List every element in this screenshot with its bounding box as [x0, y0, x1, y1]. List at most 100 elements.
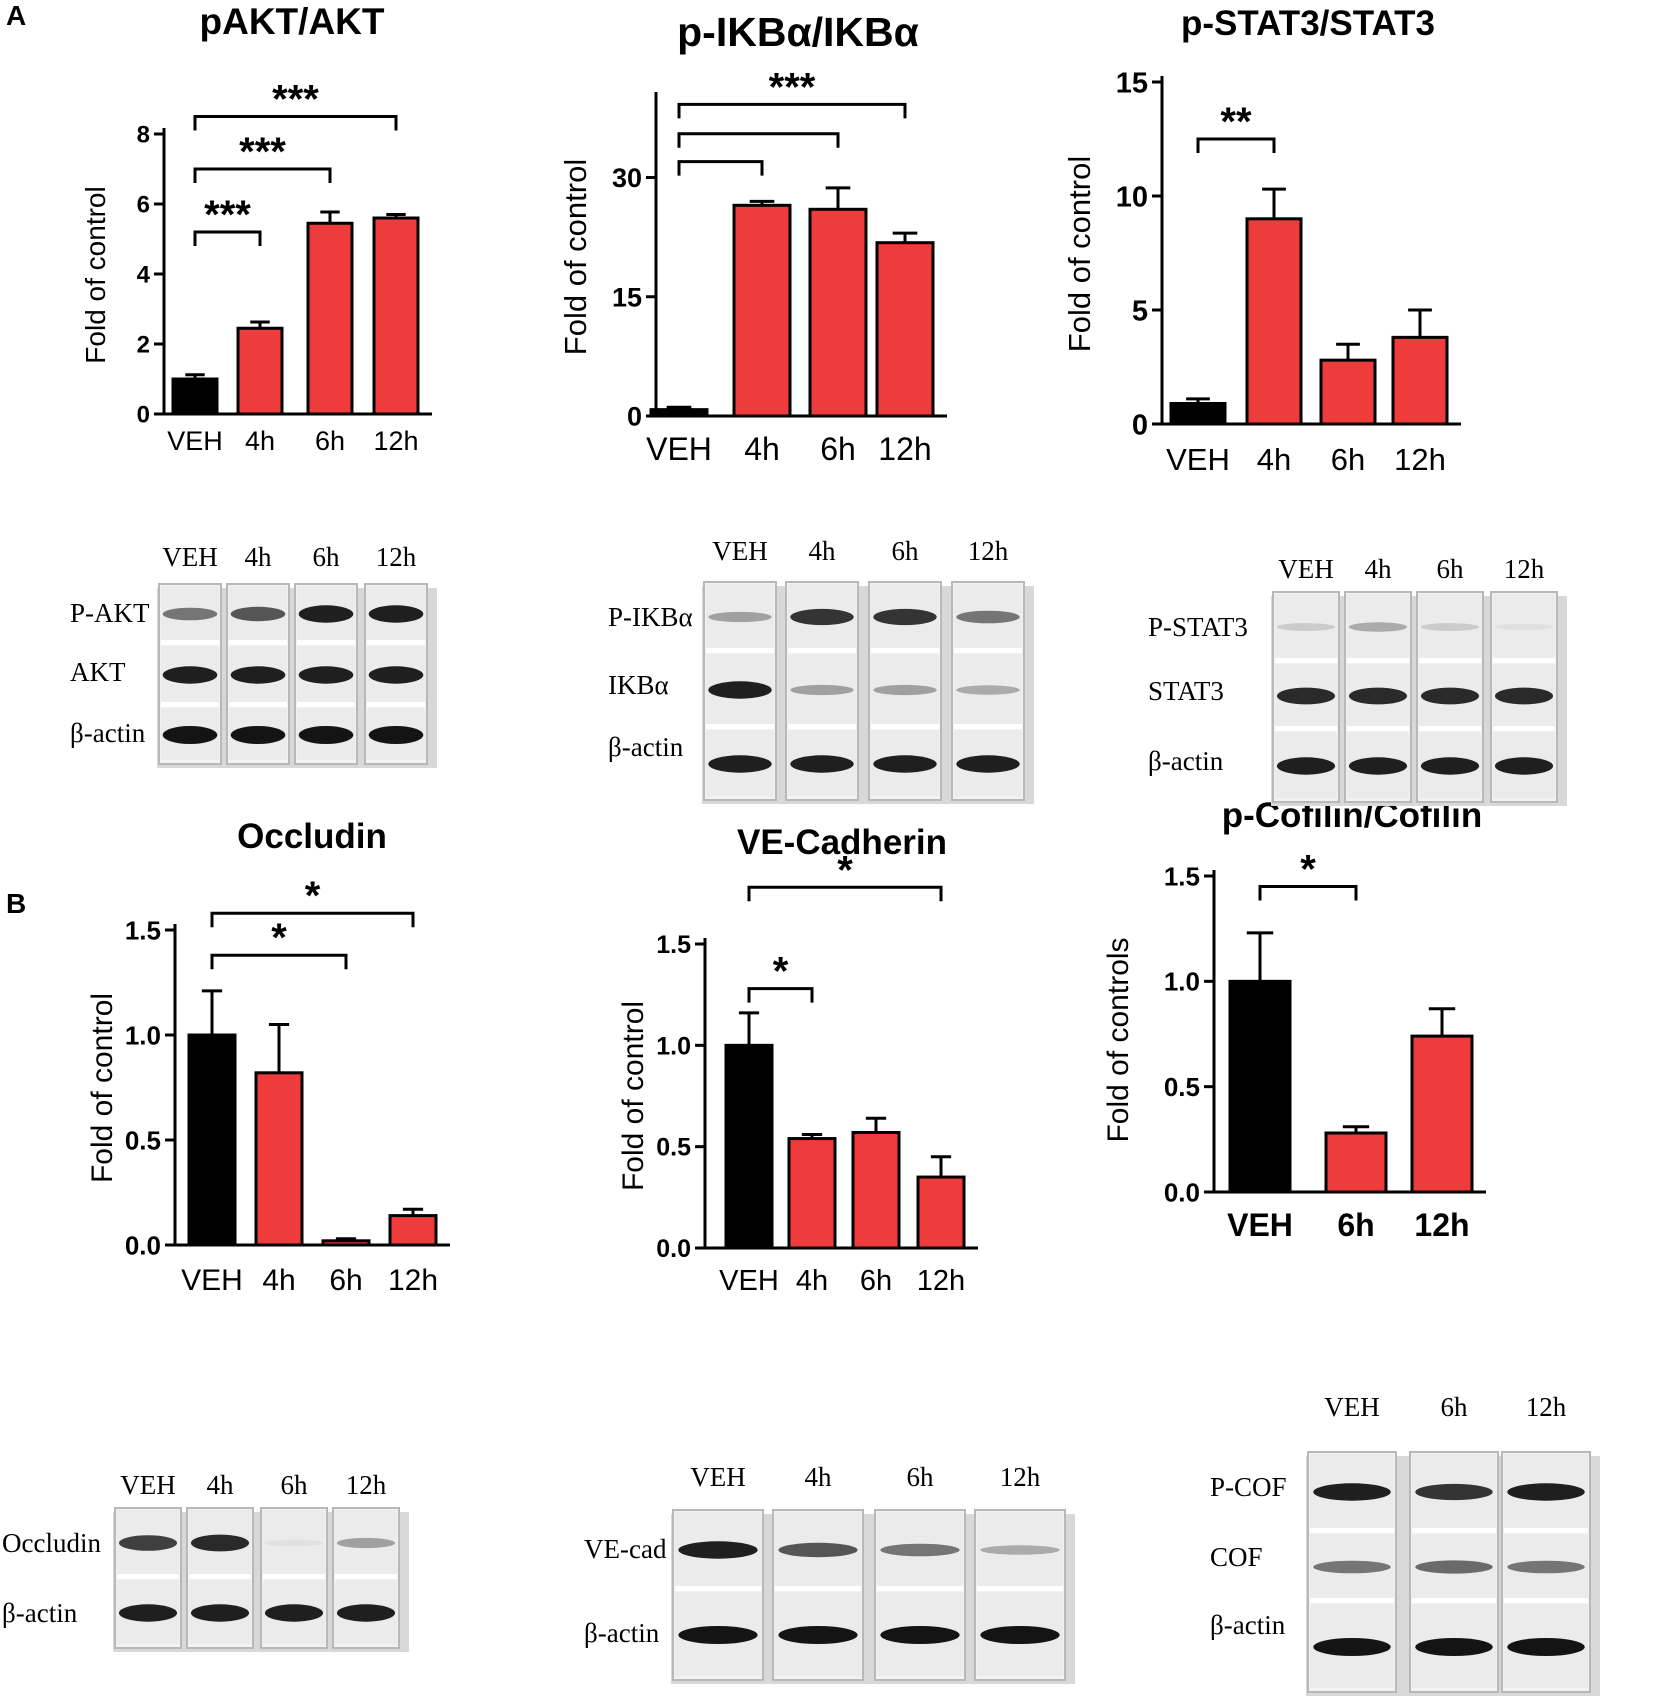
category-label: 12h — [373, 426, 418, 456]
y-tick-label: 15 — [1116, 67, 1148, 99]
blot-band — [264, 1539, 324, 1547]
blot-gap — [161, 702, 219, 707]
blot-lane-label: VEH — [712, 536, 768, 566]
blot-band — [118, 1604, 178, 1622]
significance-stars: * — [773, 950, 789, 994]
blot-band — [880, 1543, 960, 1557]
blot-band — [1507, 1638, 1585, 1656]
significance-bracket — [677, 102, 907, 119]
bar-veh — [724, 1043, 774, 1250]
blot-band — [1348, 687, 1408, 705]
bar-veh — [187, 1033, 237, 1247]
blot-row-label: STAT3 — [1148, 676, 1224, 706]
bar-12h — [916, 1175, 966, 1250]
blot-band — [956, 685, 1020, 695]
chart-title: Occludin — [237, 817, 387, 856]
blot-lane-label: 6h — [1441, 1392, 1469, 1422]
blot-gap — [877, 1586, 963, 1591]
y-tick-label: 0.0 — [125, 1230, 161, 1260]
chart-title: pAKT/AKT — [200, 1, 385, 42]
blot-gap — [1412, 1528, 1496, 1533]
blot-gap — [1493, 658, 1555, 663]
blot-lane-label: 6h — [1437, 554, 1465, 584]
y-tick-label: 0.5 — [125, 1125, 161, 1155]
y-tick-label: 4 — [137, 262, 151, 289]
blot-band — [708, 611, 772, 623]
blot-row-label: P-IKBα — [608, 602, 693, 632]
y-axis-label: Fold of control — [1062, 156, 1097, 352]
significance-bracket — [193, 167, 332, 183]
bar-12h — [1410, 1034, 1474, 1194]
category-label: 4h — [744, 431, 780, 467]
blot-band — [368, 605, 424, 623]
blot-row-label: β-actin — [1148, 746, 1224, 776]
blot-lane-label: 4h — [1365, 554, 1393, 584]
blot-band — [230, 666, 286, 684]
blot-gap — [1347, 658, 1409, 663]
category-label: 6h — [820, 431, 856, 467]
category-label: VEH — [167, 426, 223, 456]
y-tick-label: 10 — [1116, 181, 1148, 213]
y-tick-label: 0 — [1132, 409, 1148, 441]
blot-band — [1276, 687, 1336, 705]
blot-gap — [335, 1574, 397, 1579]
blot-gap — [706, 724, 774, 729]
category-label: 12h — [917, 1265, 965, 1297]
category-label: 12h — [878, 431, 931, 467]
bar-4h — [732, 203, 792, 418]
blot-band — [1415, 1483, 1493, 1501]
chart-pstat3: p-STAT3/STAT3 Fold of control 0 5 10 15 VEH 4h 6… — [1062, 4, 1461, 477]
category-label: 6h — [329, 1264, 362, 1297]
blot-gap — [1310, 1528, 1394, 1533]
blot-gap — [297, 640, 355, 645]
bar-6h — [1319, 358, 1377, 426]
blot-band — [790, 755, 854, 773]
blot-gap — [1412, 1598, 1496, 1603]
chart-title: p-STAT3/STAT3 — [1181, 4, 1435, 43]
blot-lane-label: VEH — [1278, 554, 1334, 584]
blot-lane-label: VEH — [120, 1470, 176, 1500]
blot-band — [1415, 1560, 1493, 1574]
blot-gap — [367, 702, 425, 707]
significance-bracket — [193, 115, 398, 131]
blot-gap — [1310, 1598, 1394, 1603]
blot-gap — [1419, 726, 1481, 731]
blot-gap — [1419, 658, 1481, 663]
significance-stars: * — [1300, 848, 1316, 892]
blot-row-label: β-actin — [70, 718, 146, 748]
y-tick-label: 1.5 — [656, 931, 691, 959]
blot-row-label: P-COF — [1210, 1472, 1287, 1502]
blot-band — [980, 1545, 1060, 1555]
significance-stars: * — [271, 916, 287, 960]
significance-bracket — [210, 911, 415, 928]
blot-gap — [871, 648, 939, 653]
blot-band — [298, 666, 354, 684]
y-tick-label: 0.5 — [656, 1134, 691, 1162]
significance-stars: *** — [204, 193, 251, 237]
blot-gap — [117, 1574, 179, 1579]
y-tick-label: 0 — [627, 402, 642, 432]
blot-band — [1348, 622, 1408, 632]
blot-lane-label: 6h — [892, 536, 920, 566]
blot-lane-label: 4h — [809, 536, 837, 566]
blot-lane-label: 6h — [313, 542, 341, 572]
blot-gap — [788, 724, 856, 729]
category-label: 6h — [1331, 442, 1365, 477]
blot-gap — [161, 640, 219, 645]
blot-band — [298, 726, 354, 744]
blot-band — [118, 1535, 178, 1551]
bar-4h — [236, 326, 284, 416]
blot-lane-label: 6h — [281, 1470, 309, 1500]
significance-stars: *** — [272, 78, 319, 122]
category-label: 4h — [1257, 442, 1291, 477]
significance-stars: *** — [769, 65, 816, 109]
blot-band — [873, 684, 937, 696]
blot-pstat3: VEH 4h 6h 12h P-STAT3 STAT3 β-actin — [1148, 554, 1567, 806]
blot-gap — [977, 1586, 1063, 1591]
blot-lane-label: 4h — [207, 1470, 235, 1500]
blot-pikba: VEH 4h 6h 12h P-IKBα IKBα β-actin — [608, 536, 1034, 804]
bar-6h — [1324, 1131, 1388, 1194]
y-tick-label: 1.0 — [656, 1032, 691, 1060]
category-label: 6h — [1337, 1207, 1374, 1243]
